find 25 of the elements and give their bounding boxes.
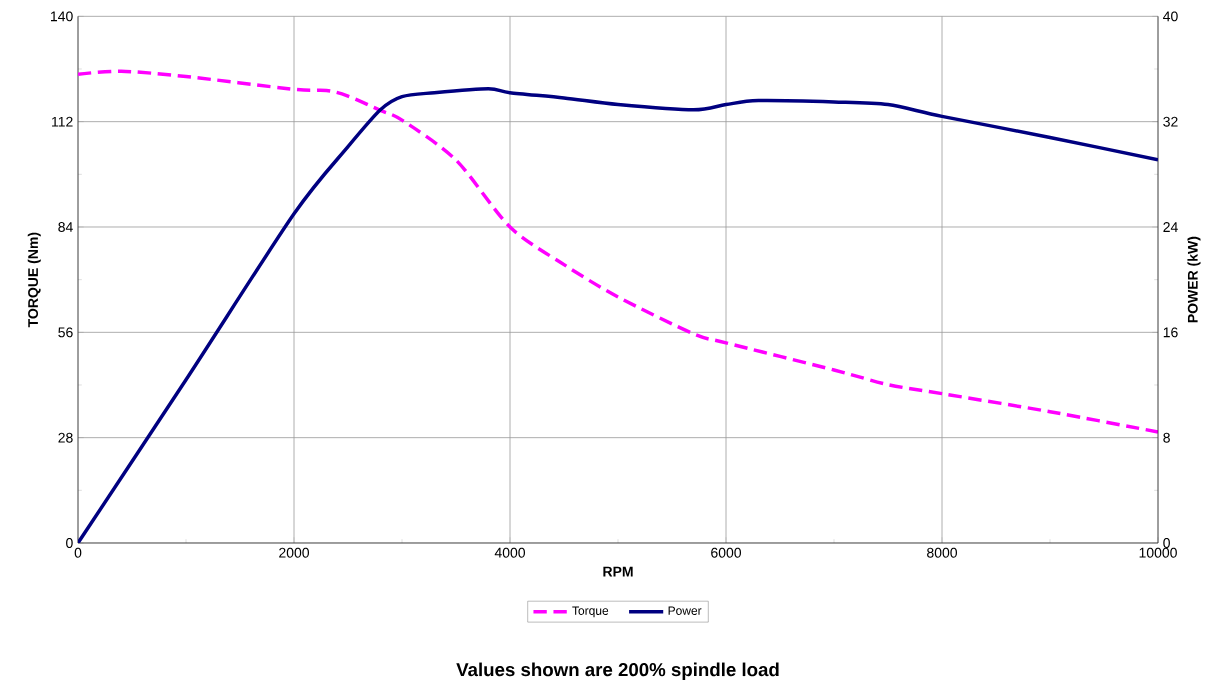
legend-label: Power	[668, 606, 702, 615]
y2-tick-label: 16	[1163, 327, 1178, 338]
y-tick-label: 28	[58, 432, 73, 443]
x-tick-label: 8000	[927, 547, 958, 558]
y-tick-label: 0	[66, 538, 73, 548]
y2-tick-label: 32	[1163, 116, 1178, 127]
y2-axis-title: POWER (kW)	[1187, 236, 1201, 323]
line-series	[78, 69, 1159, 434]
y-tick-label: 112	[52, 116, 73, 127]
x-tick-label: 2000	[279, 547, 310, 558]
y2-tick-label: 0	[1163, 538, 1170, 548]
y-tick-label: 84	[58, 222, 73, 232]
x-tick-label: 6000	[711, 547, 742, 558]
y-axis-title: TORQUE (Nm)	[27, 232, 41, 328]
x-tick-label: 10000	[1139, 547, 1177, 558]
x-tick-label: 4000	[494, 547, 526, 558]
x-tick-label: 0	[74, 547, 82, 558]
text: Values shown are 200% spindle load	[456, 662, 779, 680]
y2-tick-label: 40	[1163, 11, 1178, 22]
y2-tick-label: 24	[1163, 222, 1178, 232]
x-axis-title: RPM	[603, 566, 633, 577]
y2-tick-label: 8	[1163, 432, 1170, 443]
y-tick-label: 56	[58, 327, 73, 338]
legend-label: Torque	[572, 606, 609, 618]
y-tick-label: 140	[51, 11, 73, 22]
